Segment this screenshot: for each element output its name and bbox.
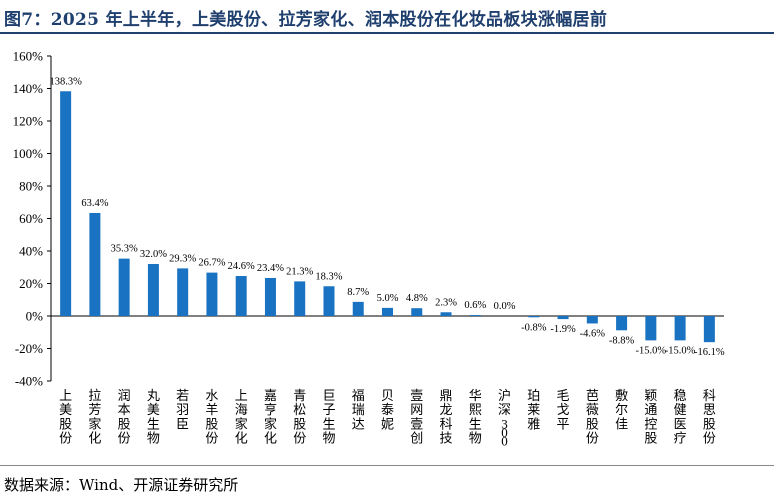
bar bbox=[264, 277, 276, 316]
source-note: 数据来源：Wind、开源证券研究所 bbox=[4, 476, 239, 494]
x-category-label: 敷尔佳 bbox=[615, 388, 628, 431]
x-category-label: 鼎龙科技 bbox=[440, 388, 453, 446]
x-category-label: 若羽臣 bbox=[176, 388, 189, 431]
bar bbox=[674, 316, 686, 341]
x-category-label: 稳健医疗 bbox=[674, 388, 687, 446]
bar bbox=[528, 316, 540, 318]
y-tick-label: -20% bbox=[15, 341, 43, 356]
bar-value-label: -1.9% bbox=[550, 324, 576, 335]
bar-value-label: 5.0% bbox=[377, 293, 399, 304]
x-category-label: 润本股份 bbox=[118, 388, 131, 446]
bar bbox=[557, 316, 569, 320]
y-tick-label: 40% bbox=[19, 244, 43, 259]
x-category-label: 贝泰妮 bbox=[381, 388, 394, 431]
bar bbox=[469, 315, 481, 316]
x-category-label: 壹网壹创 bbox=[410, 388, 423, 446]
source-bar: 数据来源：Wind、开源证券研究所 bbox=[0, 465, 774, 498]
bar-value-label: 8.7% bbox=[347, 287, 369, 298]
x-category-label: 珀莱雅 bbox=[527, 388, 540, 431]
bar-value-label: 18.3% bbox=[315, 271, 342, 282]
bar bbox=[147, 264, 159, 316]
bar-value-label: -15.0% bbox=[636, 345, 667, 356]
x-category-label: 颖通控股 bbox=[644, 388, 657, 446]
bar-value-label: 0.0% bbox=[494, 301, 516, 312]
bar-value-label: 23.4% bbox=[257, 263, 284, 274]
x-category-label: 上海家化 bbox=[235, 388, 248, 446]
x-category-label: 巨子生物 bbox=[322, 388, 335, 446]
bar-value-label: 138.3% bbox=[49, 76, 82, 87]
bar bbox=[206, 272, 218, 316]
x-category-label: 拉芳家化 bbox=[88, 388, 101, 446]
bar-value-label: 35.3% bbox=[111, 244, 138, 255]
bar bbox=[352, 301, 364, 316]
bar-value-label: -8.8% bbox=[609, 335, 635, 346]
y-tick-label: 80% bbox=[19, 179, 43, 194]
category-label-layer: 上美股份 拉芳家化 润本股份 丸美生物 若羽臣 水羊股份 上海家化 嘉亨家化 青松股份 巨子生物 福… bbox=[59, 388, 716, 448]
bar-value-label: 2.3% bbox=[435, 297, 457, 308]
y-tick-label: 120% bbox=[13, 114, 44, 129]
y-tick-label: 140% bbox=[13, 81, 44, 96]
x-category-label: 青松股份 bbox=[293, 388, 306, 446]
x-category-label: 水羊股份 bbox=[205, 388, 218, 446]
y-tick-label: 0% bbox=[26, 309, 44, 324]
bar-value-label: 29.3% bbox=[169, 253, 196, 264]
x-category-label: 华熙生物 bbox=[469, 388, 482, 446]
bar-value-label: -4.6% bbox=[580, 328, 606, 339]
bar-value-label: -0.8% bbox=[521, 322, 547, 333]
x-category-label: 沪深 3 0 0 bbox=[498, 388, 511, 448]
axis-layer: -40% -20% 0% 20% 40% 60% 80% 100% 120% 140% 160% bbox=[13, 49, 724, 389]
bar bbox=[177, 268, 189, 316]
x-category-label: 福瑞达 bbox=[352, 388, 365, 431]
value-label-layer: 138.3% 63.4% 35.3% 32.0% 29.3% 26.7% 24.6% 23.4… bbox=[49, 76, 724, 358]
y-tick-label: 160% bbox=[13, 49, 44, 64]
bar-value-label: 32.0% bbox=[140, 249, 167, 260]
bar-value-label: 26.7% bbox=[198, 258, 225, 269]
y-tick-label: -40% bbox=[15, 374, 43, 389]
chart-title: 图7：2025 年上半年，上美股份、拉芳家化、润本股份在化妆品板块涨幅居前 bbox=[4, 10, 608, 30]
bar bbox=[118, 258, 130, 316]
bar-value-label: -15.0% bbox=[665, 345, 696, 356]
bar bbox=[294, 281, 306, 316]
bar bbox=[616, 316, 628, 331]
bar-value-label: 21.3% bbox=[286, 266, 313, 277]
bar bbox=[235, 276, 247, 316]
bar-value-label: 24.6% bbox=[228, 261, 255, 272]
bar bbox=[60, 91, 72, 316]
y-tick-label: 20% bbox=[19, 276, 43, 291]
x-category-label: 嘉亨家化 bbox=[264, 388, 277, 446]
bar-value-label: 0.6% bbox=[464, 300, 486, 311]
bar bbox=[586, 316, 598, 324]
x-category-label: 上美股份 bbox=[59, 388, 72, 446]
x-category-label: 芭薇股份 bbox=[586, 388, 599, 446]
bar-chart: -40% -20% 0% 20% 40% 60% 80% 100% 120% 140% 160% 1… bbox=[13, 49, 725, 449]
bar bbox=[323, 286, 335, 316]
x-category-label: 毛戈平 bbox=[557, 388, 570, 431]
bar-value-label: -16.1% bbox=[694, 347, 725, 358]
bar-value-label: 63.4% bbox=[81, 198, 108, 209]
bar bbox=[382, 307, 393, 316]
bar bbox=[440, 312, 452, 316]
x-category-label: 科思股份 bbox=[703, 388, 716, 446]
bar bbox=[645, 316, 657, 341]
bar bbox=[89, 212, 101, 316]
title-bar: 图7：2025 年上半年，上美股份、拉芳家化、润本股份在化妆品板块涨幅居前 bbox=[0, 0, 774, 34]
bar-layer bbox=[60, 91, 715, 343]
y-tick-label: 100% bbox=[13, 146, 44, 161]
y-tick-label: 60% bbox=[19, 211, 43, 226]
bar bbox=[411, 308, 423, 316]
bar bbox=[703, 316, 715, 343]
x-category-label: 丸美生物 bbox=[147, 388, 160, 446]
bar-value-label: 4.8% bbox=[406, 293, 428, 304]
